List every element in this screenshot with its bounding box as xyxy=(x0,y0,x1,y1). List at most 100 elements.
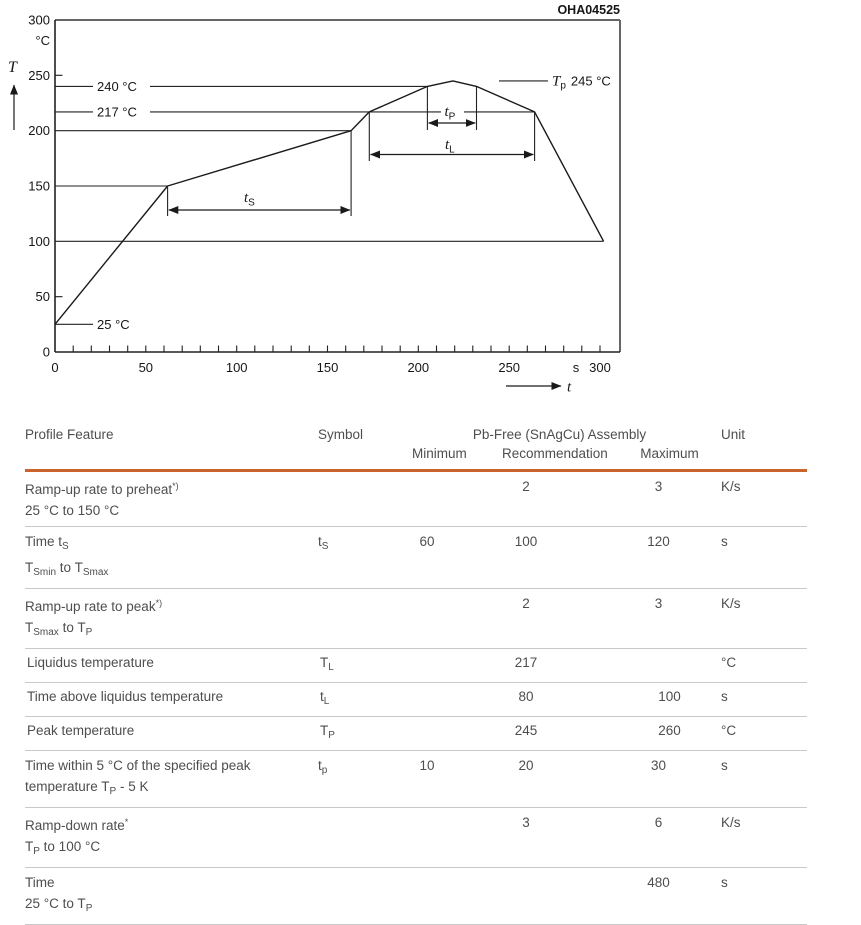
table-header-row-1: Profile Feature Symbol Pb-Free (SnAgCu) … xyxy=(25,425,807,442)
cell-recommendation: 3 xyxy=(456,807,596,868)
header-spacer-1 xyxy=(25,442,318,472)
feature-line-2: TP to 100 °C xyxy=(25,839,101,857)
table-row: Ramp-up rate to peak*) TSmax to TP 2 3 K/s xyxy=(25,588,808,649)
y-tick-labels: 300 250 200 150 100 50 0 xyxy=(28,13,50,360)
cell-symbol xyxy=(318,588,398,649)
cell-recommendation: 100 xyxy=(456,526,596,589)
cell-maximum: 100 xyxy=(596,682,722,717)
feature-line-1: Time above liquidus temperature xyxy=(27,689,224,704)
feature-line-2: temperature TP - 5 K xyxy=(25,779,149,797)
header-minimum: Minimum xyxy=(398,442,467,472)
cell-feature: Liquidus temperature xyxy=(25,648,318,683)
feature-line-2: 25 °C to TP xyxy=(25,896,93,914)
label-240c: 240 °C xyxy=(97,79,137,94)
cell-symbol xyxy=(318,807,398,868)
y-tick-label: 250 xyxy=(28,68,50,83)
cell-unit: K/s xyxy=(721,588,808,649)
header-spacer-3 xyxy=(721,442,808,472)
profile-table: Profile Feature Symbol Pb-Free (SnAgCu) … xyxy=(25,425,808,925)
cell-feature: Time above liquidus temperature xyxy=(25,682,318,717)
header-unit: Unit xyxy=(721,427,746,442)
reference-lines xyxy=(55,74,604,325)
x-axis-unit-label: s xyxy=(573,360,580,375)
table-row: Time within 5 °C of the specified peak te… xyxy=(25,750,808,808)
cell-minimum xyxy=(398,716,456,751)
label-217c: 217 °C xyxy=(97,105,137,120)
label-25c: 25 °C xyxy=(97,317,130,332)
profile-table-body: Ramp-up rate to preheat*) 25 °C to 150 °C… xyxy=(25,470,808,925)
cell-minimum xyxy=(398,648,456,683)
feature-line-1: Time tS xyxy=(25,534,69,552)
cell-minimum xyxy=(398,588,456,649)
cell-maximum: 120 xyxy=(596,526,722,589)
cell-maximum: 260 xyxy=(596,716,722,751)
header-spacer-2 xyxy=(318,442,398,472)
table-row: Time tS TSmin to TSmax tS 60 100 120 s xyxy=(25,526,808,589)
y-tick-label: 300 xyxy=(28,13,50,28)
cell-feature: Peak temperature xyxy=(25,716,318,751)
cell-unit: s xyxy=(721,682,808,717)
label-peak-245c: Tp 245 °C xyxy=(552,74,611,92)
reflow-profile-chart: OHA04525 °C T 240 °C 217 °C 25 °C Tp 245 … xyxy=(8,3,621,396)
feature-line-2: TSmax to TP xyxy=(25,620,93,638)
table-row: Time 25 °C to TP 480 s xyxy=(25,867,808,925)
cell-recommendation: 80 xyxy=(456,682,596,717)
feature-line-1: Liquidus temperature xyxy=(27,655,154,670)
cell-unit: s xyxy=(721,867,808,925)
table-row: Ramp-down rate* TP to 100 °C 3 6 K/s xyxy=(25,807,808,868)
label-tl: tL xyxy=(445,137,455,156)
cell-feature: Time 25 °C to TP xyxy=(25,867,318,925)
cell-symbol: TP xyxy=(318,716,398,751)
x-tick-label: 250 xyxy=(498,360,520,375)
feature-line-1: Ramp-down rate* xyxy=(25,817,129,833)
cell-minimum xyxy=(398,807,456,868)
cell-feature: Ramp-down rate* TP to 100 °C xyxy=(25,807,318,868)
x-tick-labels: 0 50 100 150 200 250 300 xyxy=(51,360,610,375)
profile-table-section: Profile Feature Symbol Pb-Free (SnAgCu) … xyxy=(25,425,808,925)
table-row: Peak temperature TP 245 260 °C xyxy=(25,716,808,751)
cell-maximum: 30 xyxy=(596,750,722,808)
feature-line-1: Time within 5 °C of the specified peak xyxy=(25,758,251,773)
feature-line-1: Ramp-up rate to peak*) xyxy=(25,598,163,614)
header-profile-feature: Profile Feature xyxy=(25,427,114,442)
cell-maximum: 480 xyxy=(596,867,722,925)
cell-symbol xyxy=(318,867,398,925)
feature-line-1: Ramp-up rate to preheat*) xyxy=(25,481,179,497)
label-ts: tS xyxy=(244,190,255,209)
cell-minimum: 60 xyxy=(398,526,456,589)
reflow-profile-figure: OHA04525 °C T 240 °C 217 °C 25 °C Tp 245 … xyxy=(0,0,645,402)
cell-recommendation: 20 xyxy=(456,750,596,808)
cell-maximum: 3 xyxy=(596,470,722,527)
x-axis-symbol: t xyxy=(567,380,572,396)
y-tick-label: 200 xyxy=(28,123,50,138)
y-tick-label: 150 xyxy=(28,179,50,194)
cell-unit: s xyxy=(721,750,808,808)
x-tick-label: 300 xyxy=(589,360,611,375)
table-row: Ramp-up rate to preheat*) 25 °C to 150 °C… xyxy=(25,470,808,527)
cell-unit: °C xyxy=(721,648,808,683)
label-tp: tP xyxy=(445,104,456,123)
cell-maximum xyxy=(596,648,722,683)
x-minor-ticks xyxy=(72,345,601,352)
y-tick-label: 50 xyxy=(36,289,50,304)
table-header-row-2: Minimum Recommendation Maximum xyxy=(25,442,808,472)
cell-symbol: tL xyxy=(318,682,398,717)
cell-unit: °C xyxy=(721,716,808,751)
annotation-verticals xyxy=(167,86,536,216)
figure-code: OHA04525 xyxy=(557,3,620,17)
cell-minimum xyxy=(398,470,456,527)
cell-recommendation xyxy=(456,867,596,925)
cell-unit: s xyxy=(721,526,808,589)
cell-maximum: 6 xyxy=(596,807,722,868)
header-assembly-group: Pb-Free (SnAgCu) Assembly xyxy=(472,427,647,442)
y-axis-unit-label: °C xyxy=(35,33,50,48)
cell-feature: Time tS TSmin to TSmax xyxy=(25,526,318,589)
header-maximum: Maximum xyxy=(596,442,722,472)
cell-recommendation: 2 xyxy=(456,588,596,649)
y-tick-label: 100 xyxy=(28,234,50,249)
x-tick-label: 50 xyxy=(139,360,153,375)
cell-recommendation: 245 xyxy=(456,716,596,751)
cell-symbol: tp xyxy=(318,750,398,808)
profile-curve xyxy=(54,80,605,325)
